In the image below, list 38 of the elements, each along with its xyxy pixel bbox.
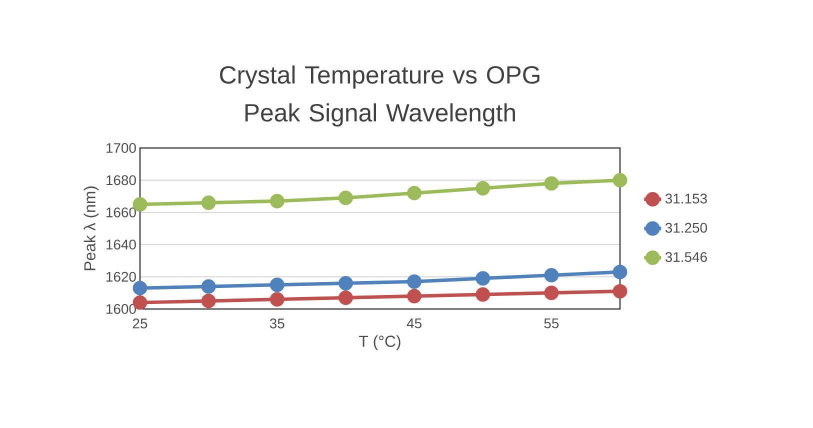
y-tick-label: 1640 [106, 240, 136, 250]
point [612, 172, 628, 188]
y-tick-label: 1620 [106, 272, 136, 282]
point [201, 196, 216, 210]
y-tick-label: 1680 [106, 175, 136, 186]
x-axis-title: T (°C) [359, 335, 400, 350]
x-tick-label: 25 [132, 318, 148, 328]
point [544, 286, 559, 300]
point [612, 264, 628, 280]
point [270, 278, 284, 292]
y-tick-label: 1600 [106, 304, 136, 314]
point [270, 292, 284, 307]
chart-title: Crystal Temperature vs OPG Peak Signal Wavelength [220, 65, 540, 127]
y-tick-label: 1700 [106, 143, 136, 153]
point [476, 287, 490, 302]
point [407, 186, 422, 200]
point [476, 181, 490, 196]
point [407, 288, 422, 304]
point [612, 284, 628, 299]
point [201, 294, 216, 308]
point [476, 271, 490, 286]
x-tick-label: 35 [270, 318, 284, 328]
x-tick-label: 45 [406, 318, 422, 328]
y-axis-title: Peak λ (nm) [84, 186, 99, 270]
point [338, 290, 353, 305]
legend-label: 31.153 [665, 194, 707, 204]
point [201, 279, 216, 294]
x-tick-label: 55 [544, 318, 559, 328]
point [338, 190, 353, 206]
point [544, 268, 559, 282]
point [544, 176, 559, 191]
point [407, 274, 422, 289]
legend-label: 31.546 [665, 252, 707, 262]
point [132, 280, 148, 296]
point [338, 276, 353, 290]
point [270, 194, 284, 208]
legend-label: 31.250 [665, 222, 707, 233]
y-tick-label: 1660 [106, 207, 136, 218]
